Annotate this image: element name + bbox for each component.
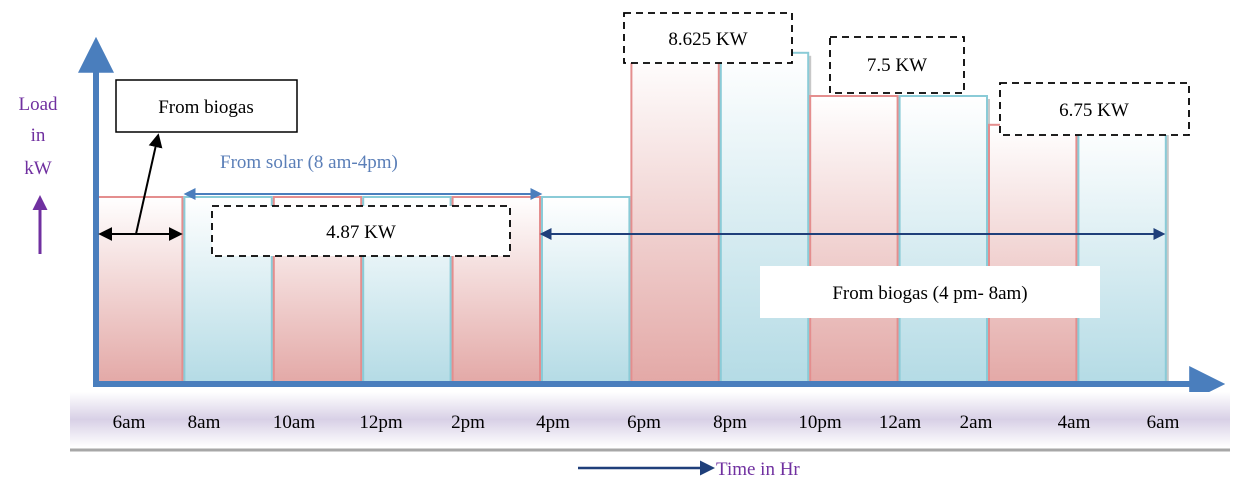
tick-label: 8am	[188, 412, 221, 433]
bar-10	[898, 95, 988, 385]
callout-label-7-5: 7.5 KW	[867, 55, 927, 76]
tick-label: 6pm	[627, 412, 661, 433]
bar-9	[809, 95, 899, 385]
bar-12	[1077, 123, 1167, 386]
tick-label: 4am	[1058, 412, 1091, 433]
callout-label-4-87: 4.87 KW	[326, 222, 396, 243]
tick-label: 6am	[1147, 412, 1180, 433]
bar-8	[719, 51, 810, 386]
bar-6	[541, 195, 631, 385]
callout-box-6-75	[999, 82, 1190, 136]
tick-label: 12am	[879, 412, 921, 433]
tick-label: 2pm	[451, 412, 485, 433]
bar-7	[630, 51, 720, 386]
time-band	[70, 392, 1230, 447]
callout-box-8-625	[623, 12, 793, 64]
callout-label-8-625: 8.625 KW	[668, 29, 747, 50]
tick-label: 8pm	[713, 412, 747, 433]
callout-box-7-5	[829, 36, 965, 94]
y-label-line-3: kW	[24, 158, 52, 179]
bar-11	[988, 123, 1078, 386]
tick-label: 12pm	[359, 412, 403, 433]
solar-label: From solar (8 am-4pm)	[220, 152, 398, 173]
callout-box-4-87	[211, 205, 511, 257]
biogas-label: From biogas	[158, 97, 254, 118]
tick-label: 10am	[273, 412, 315, 433]
tick-label: 6am	[113, 412, 146, 433]
tick-label: 10pm	[798, 412, 842, 433]
x-label: Time in Hr	[716, 459, 800, 480]
tick-label: 2am	[960, 412, 993, 433]
biogas-pointer-arrow	[135, 133, 163, 235]
tick-label: 4pm	[536, 412, 570, 433]
biogas-label-box	[115, 79, 298, 133]
biogas-night-label: From biogas (4 pm- 8am)	[832, 283, 1027, 304]
biogas-night-label-box	[760, 266, 1100, 318]
y-label-line-2: in	[31, 125, 46, 146]
tick-labels: 6am 8am 10am 12pm 2pm 4pm 6pm 8pm 10pm 12am 2am 4am…	[113, 412, 1180, 433]
callout-label-6-75: 6.75 KW	[1059, 100, 1129, 121]
y-label-line-1: Load	[18, 94, 58, 115]
